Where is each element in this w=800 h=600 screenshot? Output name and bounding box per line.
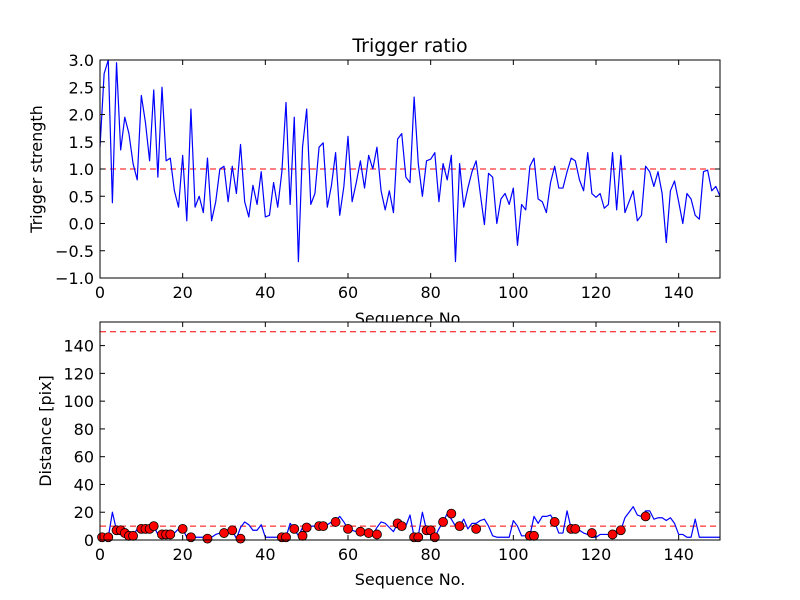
y-tick-label: 20 — [74, 503, 94, 522]
x-tick-label: 20 — [172, 545, 192, 564]
chart-title: Trigger ratio — [351, 35, 467, 57]
y-tick-label: 2.5 — [69, 78, 94, 97]
marker-point — [586, 528, 597, 538]
marker-point — [165, 529, 176, 540]
y-tick-label: 0 — [84, 531, 94, 550]
marker-point — [396, 521, 407, 532]
x-tick-label: 60 — [338, 545, 358, 564]
marker-point — [640, 511, 651, 522]
y-tick-label: 100 — [63, 392, 94, 411]
marker-point — [186, 532, 196, 543]
x-tick-label: 80 — [420, 283, 440, 302]
y-tick-label: 0.0 — [69, 215, 94, 234]
x-tick-label: 40 — [255, 283, 275, 302]
x-tick-label: 100 — [498, 545, 529, 564]
x-tick-label: 40 — [255, 545, 275, 564]
x-tick-label: 140 — [663, 545, 694, 564]
y-tick-label: −0.5 — [55, 242, 94, 261]
marker-point — [128, 530, 138, 541]
marker-point — [318, 521, 329, 532]
y-tick-label: −1.0 — [55, 269, 94, 288]
x-axis-label: Sequence No. — [355, 570, 466, 589]
trigger-ratio-chart: Trigger ratio 0 20 40 60 80 100 120 140 −1.0 −0.5… — [27, 35, 721, 328]
marker-point — [607, 529, 618, 540]
marker-point — [103, 532, 114, 543]
plot-frame — [99, 321, 721, 541]
marker-point — [372, 529, 382, 540]
distance-chart: 0 20 40 60 80 100 120 140 0 20 40 60 80 100 120 140 Seq… — [36, 321, 721, 589]
y-tick-label: 140 — [63, 337, 94, 356]
marker-point — [446, 508, 457, 519]
marker-point — [549, 517, 560, 527]
marker-point — [529, 530, 539, 541]
y-tick-label: 40 — [74, 475, 94, 494]
y-tick-label: 80 — [74, 420, 94, 439]
marker-point — [289, 523, 300, 534]
marker-point — [363, 528, 374, 538]
x-tick-label: 80 — [420, 545, 440, 564]
x-tick-label: 120 — [581, 545, 612, 564]
marker-point — [281, 532, 291, 543]
y-tick-label: 2.0 — [69, 106, 94, 125]
marker-point — [202, 533, 213, 544]
y-axis-label: Distance [pix] — [36, 375, 55, 487]
plot-area — [100, 322, 720, 540]
series-line — [99, 59, 721, 263]
x-tick-label: 60 — [338, 283, 358, 302]
marker-point — [454, 521, 465, 532]
marker-point — [413, 532, 424, 543]
marker-point — [235, 533, 246, 544]
y-tick-label: 0.5 — [69, 187, 94, 206]
marker-point — [438, 517, 448, 527]
marker-point — [148, 521, 159, 532]
x-tick-label: 140 — [663, 283, 694, 302]
marker-point — [301, 522, 312, 533]
y-tick-label: 120 — [63, 364, 94, 383]
marker-point — [570, 523, 581, 534]
marker-point — [177, 523, 188, 534]
marker-point — [330, 517, 341, 527]
y-tick-label: 1.5 — [69, 133, 94, 152]
marker-point — [343, 523, 353, 534]
y-tick-label: 1.0 — [69, 160, 94, 179]
marker-point — [355, 526, 366, 537]
y-tick-label: 3.0 — [69, 51, 94, 70]
y-axis-label: Trigger strength — [27, 105, 46, 234]
marker-point — [297, 530, 308, 541]
x-tick-label: 0 — [95, 283, 105, 302]
y-tick-label: 60 — [74, 448, 94, 467]
marker-point — [227, 525, 238, 536]
x-tick-label: 120 — [581, 283, 612, 302]
x-tick-label: 100 — [498, 283, 529, 302]
marker-point — [615, 525, 626, 536]
marker-point — [219, 528, 229, 538]
marker-point — [471, 523, 482, 534]
x-tick-label: 0 — [95, 545, 105, 564]
x-tick-label: 20 — [172, 283, 192, 302]
